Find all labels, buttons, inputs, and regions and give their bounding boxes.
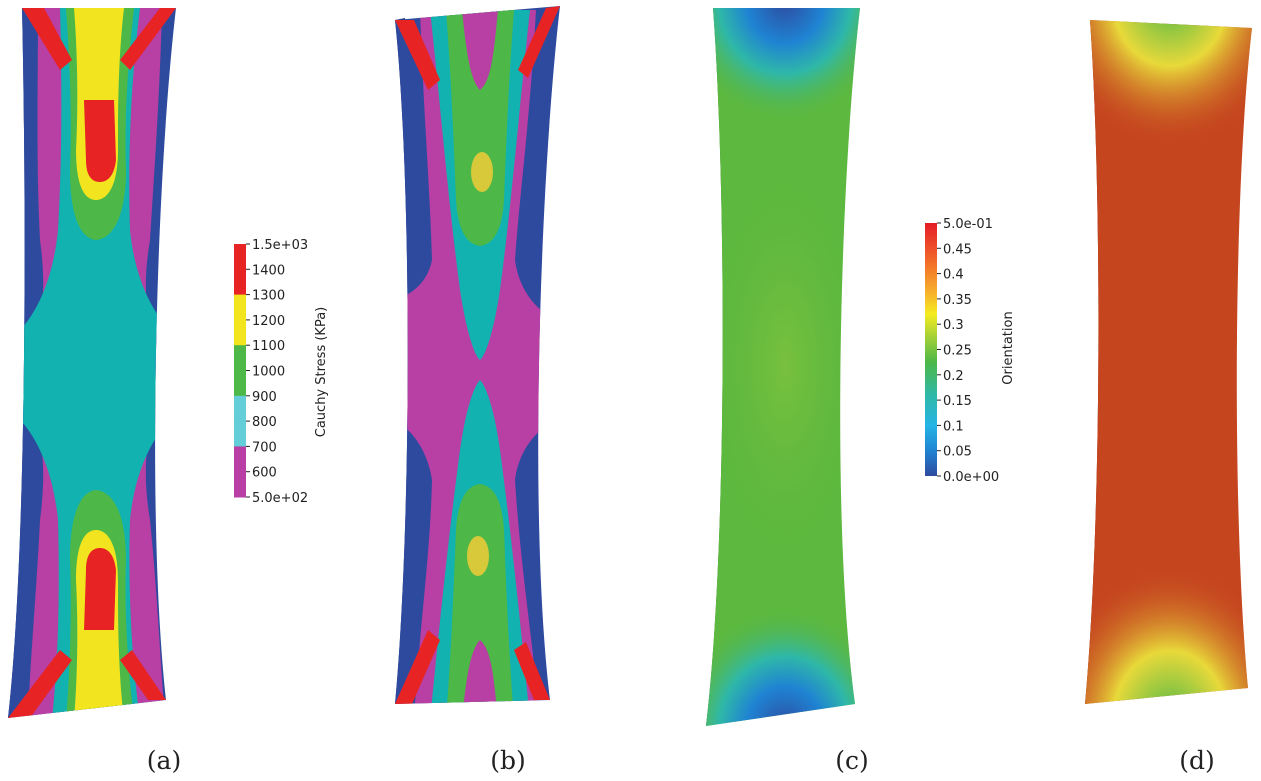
- stress-tick-label: 1100: [252, 339, 285, 354]
- orientation-tick-label: 0.4: [943, 268, 964, 283]
- orientation-tick-label: 0.05: [943, 445, 972, 460]
- stress-tick-label: 900: [252, 390, 277, 405]
- orientation-tick-label: 0.2: [943, 369, 964, 384]
- orientation-tick-label: 0.1: [943, 419, 964, 434]
- orientation-tick-label: 0.0e+00: [943, 470, 999, 485]
- stress-band-5: [234, 370, 246, 397]
- stress-colorbar: [234, 244, 246, 498]
- orientation-tick-label: 0.3: [943, 318, 964, 333]
- orientation-tick-label: 5.0e-01: [943, 217, 993, 232]
- orientation-legend-title: Orientation: [1001, 311, 1016, 384]
- stress-band-0: [234, 244, 246, 270]
- panel-c: (c): [706, 8, 869, 775]
- panel-c-caption: (c): [835, 746, 869, 775]
- orientation-tick-label: 0.35: [943, 293, 972, 308]
- stress-tick-label: 1400: [252, 263, 285, 278]
- stress-tick-label: 1.5e+03: [252, 238, 308, 253]
- stress-tick-label: 800: [252, 415, 277, 430]
- panel-b-stress-map: [395, 6, 560, 704]
- stress-tick-label: 1200: [252, 314, 285, 329]
- panel-d: (d): [1085, 20, 1252, 775]
- stress-tick-label: 1000: [252, 365, 285, 380]
- stress-legend-title: Cauchy Stress (KPa): [314, 307, 329, 437]
- orientation-colorbar: [925, 223, 937, 476]
- stress-band-9: [234, 471, 246, 498]
- stress-band-3: [234, 319, 246, 346]
- panel-a-stress-map: [8, 8, 176, 718]
- panel-c-orientation-map: [706, 8, 860, 726]
- panel-d-orientation-map: [1085, 20, 1252, 704]
- stress-legend: 1.5e+03 1400 1300 1200 1100 1000 900 800 700 600 5…: [234, 238, 329, 506]
- stress-tick-labels: 1.5e+03 1400 1300 1200 1100 1000 900 800 700 600 5…: [246, 238, 308, 506]
- panel-b: (b): [395, 6, 560, 775]
- orientation-tick-label: 0.45: [943, 242, 972, 257]
- panel-a-caption: (a): [147, 746, 181, 775]
- stress-band-8: [234, 446, 246, 473]
- panel-d-caption: (d): [1179, 746, 1215, 775]
- panel-a: (a): [8, 8, 181, 775]
- stress-tick-label: 5.0e+02: [252, 491, 308, 506]
- stress-band-4: [234, 345, 246, 371]
- stress-band-2: [234, 294, 246, 321]
- stress-band-1: [234, 269, 246, 296]
- stress-tick-label: 700: [252, 440, 277, 455]
- orientation-tick-labels: 5.0e-01 0.45 0.4 0.35 0.3 0.25 0.2 0.15 0.1 0.05 0…: [937, 217, 999, 485]
- stress-tick-label: 1300: [252, 289, 285, 304]
- orientation-legend: 5.0e-01 0.45 0.4 0.35 0.3 0.25 0.2 0.15 0.1 0.05 0…: [925, 217, 1016, 485]
- orientation-tick-label: 0.25: [943, 344, 972, 359]
- stress-tick-label: 600: [252, 466, 277, 481]
- stress-band-6: [234, 395, 246, 422]
- orientation-tick-label: 0.15: [943, 394, 972, 409]
- stress-band-7: [234, 421, 246, 447]
- panel-b-caption: (b): [490, 746, 526, 775]
